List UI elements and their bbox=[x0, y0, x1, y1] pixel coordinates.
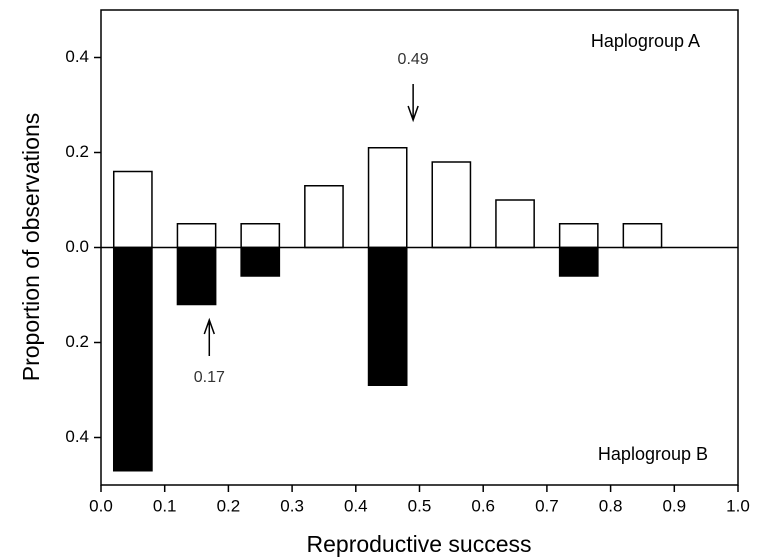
bar bbox=[304, 185, 344, 249]
x-tick-label: 0.1 bbox=[153, 496, 177, 515]
bar bbox=[240, 223, 281, 249]
bar bbox=[431, 161, 472, 249]
x-tick-label: 0.5 bbox=[408, 496, 432, 515]
bar bbox=[176, 246, 217, 306]
x-tick-label: 0.6 bbox=[471, 496, 495, 515]
x-tick-label: 0.9 bbox=[662, 496, 686, 515]
bar bbox=[112, 170, 153, 249]
x-tick-label: 0.3 bbox=[280, 496, 304, 515]
annotation-label: 0.17 bbox=[194, 369, 225, 386]
annotation-arrow bbox=[203, 317, 215, 356]
y-tick-label: 0.2 bbox=[65, 332, 89, 351]
bar bbox=[112, 246, 153, 472]
x-tick-label: 0.4 bbox=[344, 496, 368, 515]
y-tick-label: 0.4 bbox=[65, 427, 89, 446]
series-label: Haplogroup A bbox=[591, 31, 700, 51]
x-axis-title: Reproductive success bbox=[307, 531, 532, 557]
bar bbox=[367, 147, 408, 249]
bar bbox=[622, 223, 663, 249]
bar bbox=[176, 223, 217, 249]
annotation-arrow bbox=[407, 84, 419, 123]
x-tick-label: 0.0 bbox=[89, 496, 113, 515]
bar bbox=[495, 199, 535, 249]
y-tick-label: 0.4 bbox=[65, 47, 89, 66]
x-tick-label: 0.2 bbox=[217, 496, 241, 515]
y-tick-label: 0.2 bbox=[65, 142, 89, 161]
bar bbox=[558, 246, 599, 277]
y-axis-title: Proportion of observations bbox=[18, 113, 44, 382]
x-tick-label: 0.8 bbox=[599, 496, 623, 515]
bar bbox=[558, 223, 599, 249]
x-tick-label: 0.7 bbox=[535, 496, 559, 515]
bar bbox=[240, 246, 281, 277]
y-tick-label: 0.0 bbox=[65, 237, 89, 256]
series-label: Haplogroup B bbox=[598, 444, 708, 464]
annotation-label: 0.49 bbox=[398, 51, 429, 68]
x-tick-label: 1.0 bbox=[726, 496, 750, 515]
bar bbox=[367, 246, 408, 386]
